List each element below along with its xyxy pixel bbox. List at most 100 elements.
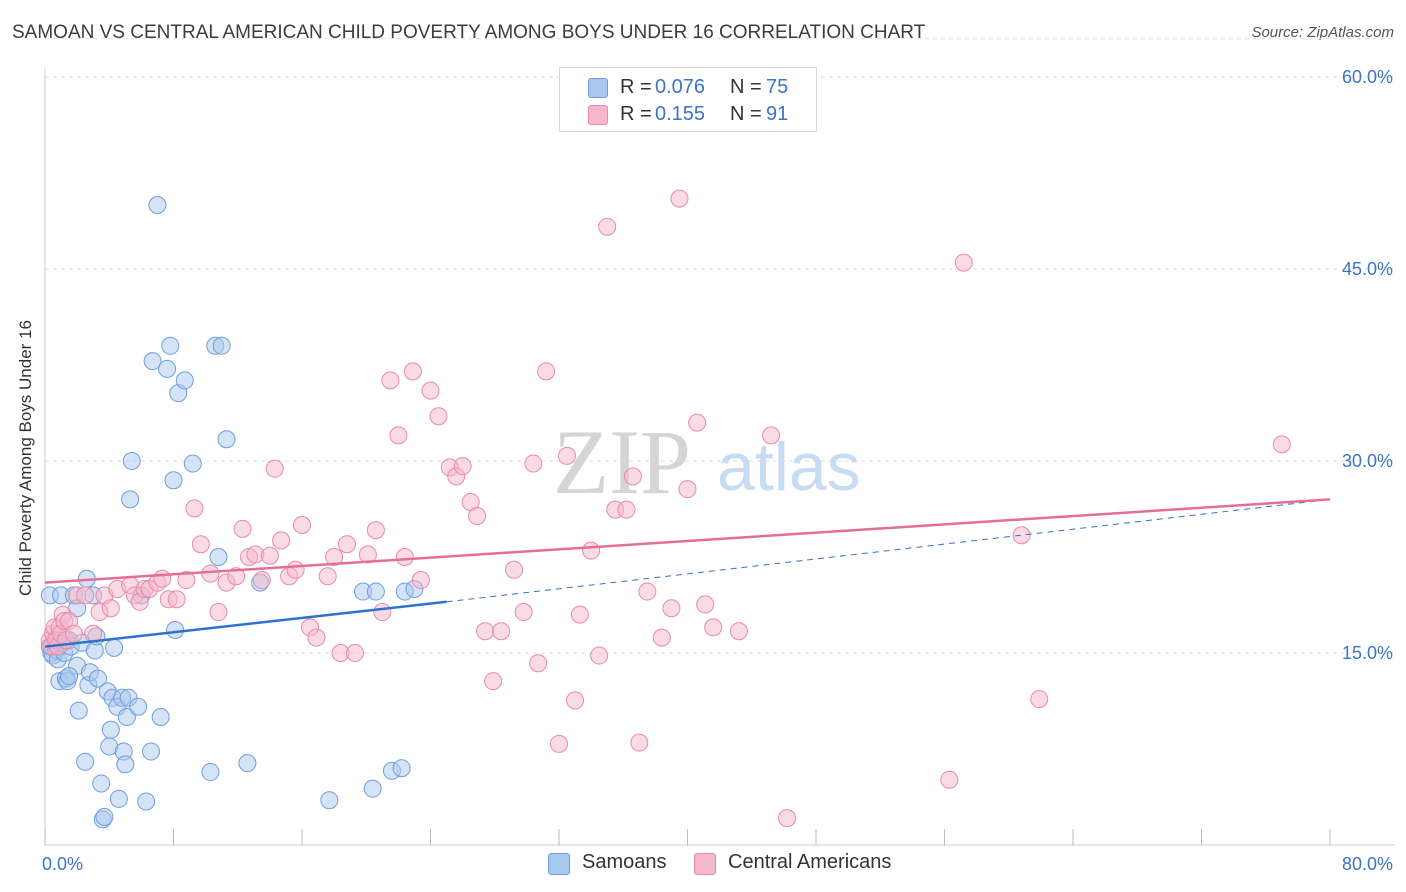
- data-point: [122, 452, 141, 470]
- data-point: [678, 480, 697, 499]
- data-point: [476, 622, 495, 641]
- y-tick-label: 60.0%: [1342, 67, 1393, 87]
- data-point: [151, 708, 170, 726]
- data-point: [121, 490, 140, 509]
- x-tick-label: 0.0%: [42, 854, 83, 874]
- data-point: [109, 789, 128, 808]
- data-point: [129, 697, 148, 716]
- data-point: [209, 603, 228, 622]
- data-point: [293, 516, 311, 534]
- data-point: [89, 669, 108, 688]
- samoans-legend-swatch: [548, 853, 570, 875]
- data-point: [366, 582, 385, 601]
- data-point: [69, 701, 88, 720]
- data-point: [212, 336, 231, 355]
- data-point: [381, 371, 400, 390]
- data-point: [940, 770, 959, 789]
- data-point: [729, 622, 748, 641]
- central-americans-swatch: [588, 105, 608, 125]
- data-point: [76, 586, 95, 605]
- data-point: [337, 535, 356, 554]
- data-point: [395, 548, 414, 566]
- data-point: [1030, 690, 1049, 709]
- data-point: [233, 519, 252, 538]
- data-point: [590, 646, 609, 665]
- data-point: [209, 548, 228, 566]
- data-point: [363, 779, 382, 798]
- y-axis-title: Child Poverty Among Boys Under 16: [16, 320, 35, 596]
- data-point: [421, 381, 440, 400]
- data-point: [60, 667, 79, 686]
- data-point: [373, 603, 392, 622]
- data-point: [453, 457, 472, 476]
- axis-layer: [44, 68, 1395, 846]
- data-point: [514, 603, 533, 622]
- data-point: [318, 567, 337, 586]
- data-point: [566, 691, 585, 710]
- r-label: R =: [620, 76, 652, 98]
- x-tick-label: 80.0%: [1342, 854, 1393, 874]
- data-point: [148, 196, 167, 214]
- data-point: [101, 720, 120, 739]
- data-point: [529, 654, 548, 673]
- trend-layer: [44, 498, 1331, 648]
- data-point: [325, 548, 344, 566]
- data-point: [307, 628, 326, 647]
- data-point: [227, 567, 246, 586]
- data-point: [260, 546, 279, 565]
- data-point: [185, 499, 204, 518]
- data-point: [177, 571, 196, 590]
- data-point: [688, 413, 707, 432]
- n-value: 75: [766, 76, 789, 98]
- legend-label: Samoans: [582, 851, 667, 873]
- data-point: [484, 672, 503, 691]
- n-label: N =: [730, 103, 762, 125]
- tick-label-layer: 15.0% 30.0% 45.0% 60.0% 0.0% 80.0%: [42, 67, 1393, 874]
- data-point: [429, 407, 448, 426]
- data-point: [167, 590, 186, 609]
- n-label: N =: [730, 76, 762, 98]
- data-point: [366, 521, 385, 540]
- data-point: [392, 759, 411, 778]
- data-point: [92, 774, 111, 793]
- data-point: [638, 582, 657, 601]
- samoans-swatch: [588, 78, 608, 98]
- data-point: [166, 620, 185, 639]
- data-point: [95, 807, 114, 826]
- source-label: Source: ZipAtlas.com: [1251, 24, 1394, 41]
- data-point: [175, 371, 194, 390]
- r-label: R =: [620, 103, 652, 125]
- central-americans-trend-line: [44, 498, 1331, 584]
- data-point: [630, 733, 649, 752]
- data-point: [217, 430, 236, 449]
- data-point: [164, 471, 183, 490]
- samoans-trend-extension: [446, 498, 1331, 603]
- data-point: [558, 446, 577, 465]
- chart-title: SAMOAN VS CENTRAL AMERICAN CHILD POVERTY…: [12, 22, 926, 43]
- data-point: [403, 362, 422, 381]
- data-point: [652, 628, 671, 647]
- r-value: 0.155: [655, 103, 706, 125]
- central-americans-legend-swatch: [694, 853, 716, 875]
- data-point: [524, 454, 543, 473]
- data-point: [286, 560, 305, 579]
- data-point: [117, 708, 136, 726]
- data-point: [201, 763, 220, 782]
- data-point: [550, 734, 568, 753]
- data-point: [389, 426, 408, 445]
- data-point: [238, 754, 257, 773]
- data-point: [105, 638, 124, 657]
- data-point: [582, 541, 601, 560]
- data-point: [468, 507, 487, 526]
- samoans-trend-line: [44, 600, 447, 648]
- data-point: [505, 560, 524, 579]
- data-point: [1272, 435, 1291, 454]
- data-point: [143, 352, 162, 371]
- stat-row-samoans: R = 0.076 N = 75: [560, 76, 816, 102]
- data-point: [272, 531, 291, 550]
- data-point: [1012, 526, 1031, 545]
- data-point: [191, 535, 210, 554]
- data-point: [598, 217, 617, 236]
- data-point: [662, 599, 681, 618]
